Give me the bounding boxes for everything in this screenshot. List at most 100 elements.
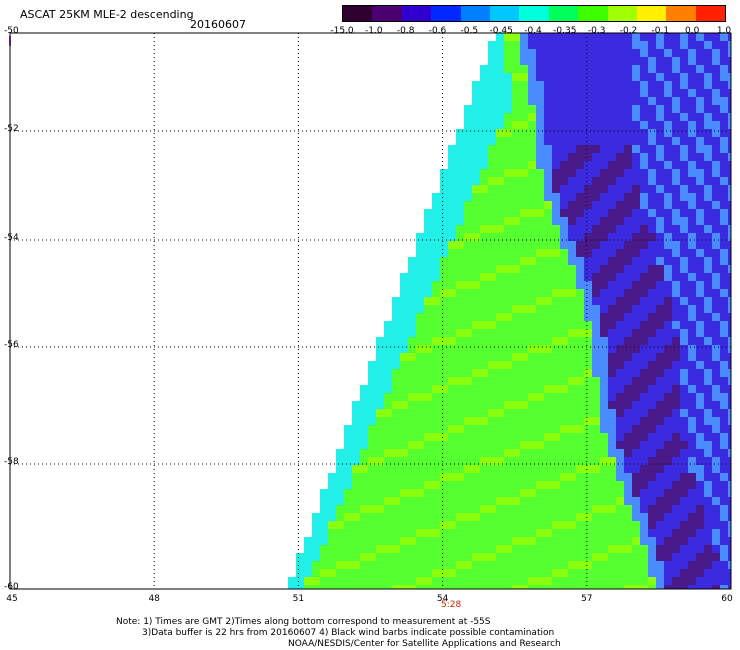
swath-cell — [536, 369, 544, 377]
swath-cell — [712, 249, 720, 257]
swath-cell — [384, 521, 392, 529]
swath-cell — [728, 305, 731, 313]
swath-cell — [624, 281, 632, 289]
swath-cell — [544, 417, 552, 425]
swath-cell — [432, 329, 440, 337]
swath-cell — [568, 489, 576, 497]
swath-cell — [576, 113, 584, 121]
swath-cell — [600, 73, 608, 81]
swath-cell — [664, 113, 672, 121]
swath-cell — [416, 329, 424, 337]
swath-cell — [512, 329, 520, 337]
swath-cell — [576, 353, 584, 361]
swath-cell — [640, 513, 648, 521]
swath-cell — [432, 553, 440, 561]
swath-cell — [472, 425, 480, 433]
swath-cell — [576, 345, 584, 353]
swath-cell — [552, 513, 560, 521]
swath-cell — [664, 545, 672, 553]
swath-cell — [568, 217, 576, 225]
swath-cell — [568, 249, 576, 257]
swath-cell — [616, 545, 624, 553]
swath-cell — [672, 329, 680, 337]
swath-cell — [624, 65, 632, 73]
swath-cell — [584, 145, 592, 153]
swath-cell — [440, 233, 448, 241]
swath-cell — [592, 353, 600, 361]
swath-cell — [728, 233, 731, 241]
swath-cell — [568, 513, 576, 521]
swath-cell — [520, 185, 528, 193]
swath-cell — [680, 313, 688, 321]
swath-cell — [728, 73, 731, 81]
swath-cell — [536, 73, 544, 81]
swath-cell — [672, 265, 680, 273]
swath-cell — [440, 345, 448, 353]
swath-cell — [648, 465, 656, 473]
swath-cell — [424, 409, 432, 417]
swath-cell — [680, 321, 688, 329]
swath-cell — [712, 553, 720, 561]
swath-cell — [632, 329, 640, 337]
swath-cell — [320, 561, 328, 569]
swath-cell — [472, 361, 480, 369]
swath-cell — [520, 505, 528, 513]
swath-cell — [560, 545, 568, 553]
swath-cell — [616, 497, 624, 505]
swath-cell — [496, 313, 504, 321]
swath-cell — [712, 209, 720, 217]
swath-cell — [496, 297, 504, 305]
swath-cell — [304, 553, 312, 561]
swath-cell — [672, 201, 680, 209]
swath-cell — [496, 569, 504, 577]
swath-cell — [440, 513, 448, 521]
swath-cell — [616, 185, 624, 193]
swath-cell — [608, 553, 616, 561]
swath-cell — [648, 345, 656, 353]
swath-cell — [576, 337, 584, 345]
swath-cell — [616, 257, 624, 265]
swath-cell — [608, 113, 616, 121]
swath-cell — [720, 545, 728, 553]
swath-cell — [288, 577, 296, 585]
swath-cell — [592, 81, 600, 89]
swath-cell — [488, 361, 496, 369]
swath-cell — [600, 177, 608, 185]
swath-cell — [696, 73, 704, 81]
swath-cell — [408, 321, 416, 329]
swath-cell — [464, 361, 472, 369]
swath-cell — [488, 41, 496, 49]
swath-cell — [584, 505, 592, 513]
swath-cell — [600, 465, 608, 473]
swath-cell — [312, 537, 320, 545]
swath-cell — [576, 489, 584, 497]
swath-cell — [600, 49, 608, 57]
swath-cell — [480, 225, 488, 233]
swath-cell — [688, 561, 696, 569]
swath-cell — [624, 329, 632, 337]
swath-cell — [488, 153, 496, 161]
swath-cell — [584, 289, 592, 297]
swath-cell — [376, 481, 384, 489]
swath-cell — [568, 329, 576, 337]
swath-cell — [496, 553, 504, 561]
swath-cell — [488, 409, 496, 417]
swath-cell — [536, 241, 544, 249]
swath-cell — [688, 177, 696, 185]
swath-cell — [536, 561, 544, 569]
swath-cell — [400, 337, 408, 345]
swath-cell — [472, 129, 480, 137]
swath-cell — [512, 505, 520, 513]
swath-cell — [656, 241, 664, 249]
swath-cell — [424, 505, 432, 513]
swath-cell — [624, 505, 632, 513]
swath-cell — [640, 449, 648, 457]
swath-cell — [504, 521, 512, 529]
swath-cell — [520, 49, 528, 57]
swath-cell — [496, 185, 504, 193]
swath-cell — [640, 537, 648, 545]
swath-cell — [696, 121, 704, 129]
swath-cell — [720, 153, 728, 161]
swath-cell — [560, 249, 568, 257]
